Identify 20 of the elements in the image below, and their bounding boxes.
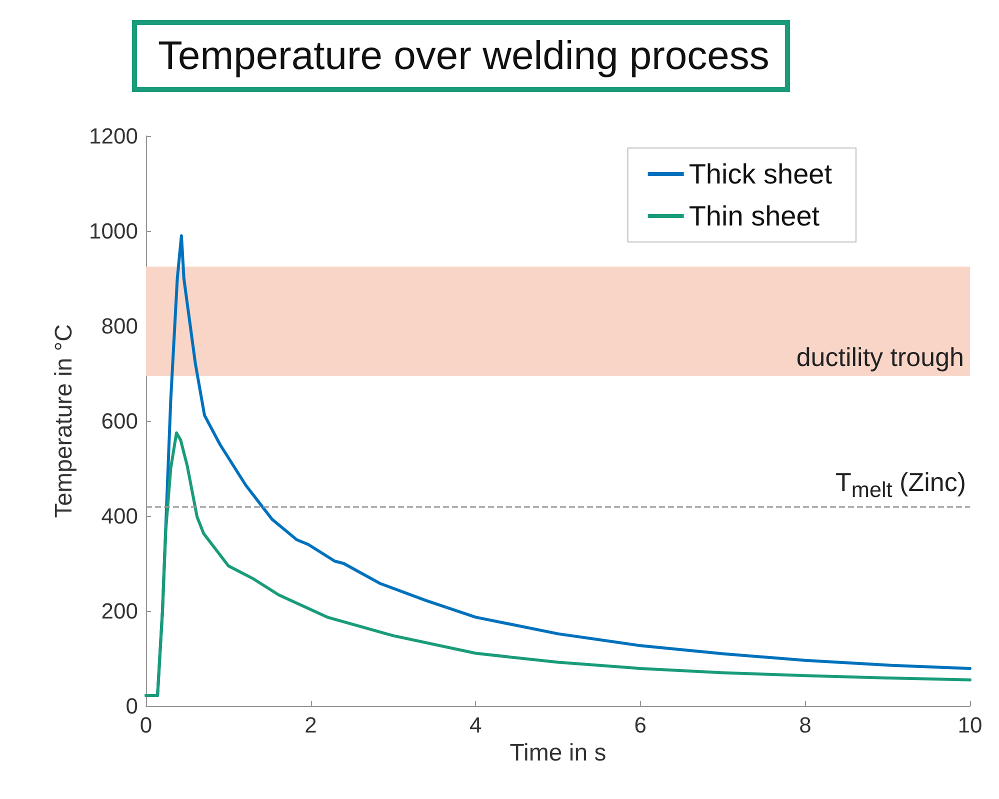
x-tick-label: 4: [469, 712, 482, 738]
y-tick-label: 1200: [89, 124, 138, 148]
y-tick-label: 600: [101, 408, 138, 434]
x-axis-title: Time in s: [510, 739, 606, 766]
x-tick-label: 2: [304, 712, 317, 738]
band-label: ductility trough: [796, 342, 964, 372]
line-series: [144, 431, 972, 698]
y-axis-title: Temperature in °C: [50, 324, 78, 518]
x-tick-label: 8: [799, 712, 812, 738]
y-tick-label: 400: [101, 504, 138, 528]
x-tick-label: 10: [958, 712, 982, 738]
ref-line-label: T$_{melt}$ (Zinc): [836, 466, 966, 502]
y-tick-label: 200: [101, 598, 138, 624]
x-tick-label: 6: [634, 712, 647, 738]
legend-label: Thin sheet: [688, 200, 820, 232]
y-tick-label: 800: [101, 314, 138, 338]
chart-title: Temperature over welding process: [158, 34, 770, 78]
legend-label: Thick sheet: [688, 158, 832, 190]
y-tick-label: 0: [126, 694, 138, 718]
y-tick-label: 1000: [89, 218, 138, 244]
